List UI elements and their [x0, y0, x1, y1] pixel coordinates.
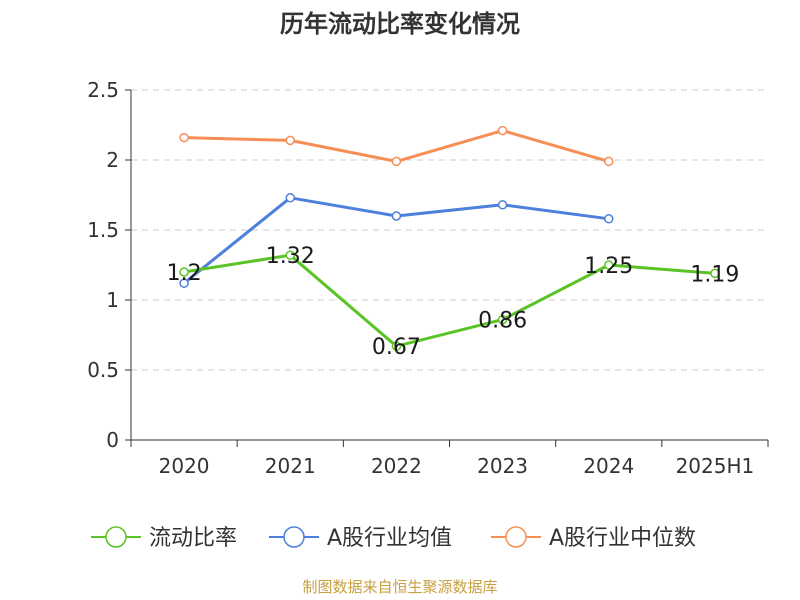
x-tick-label: 2024 — [583, 454, 634, 478]
data-point — [604, 214, 614, 224]
data-point — [285, 193, 295, 203]
x-tick-label: 2020 — [159, 454, 210, 478]
data-label: 0.86 — [478, 309, 527, 334]
y-tick-label: 0.5 — [87, 358, 119, 382]
data-point — [391, 341, 402, 351]
data-point — [497, 314, 508, 325]
x-tick-label: 2022 — [371, 454, 422, 478]
data-point — [497, 200, 508, 210]
data-point — [285, 250, 295, 260]
data-label: 1.25 — [584, 254, 633, 279]
axes: 0 0.5 1 1.5 2 2.5 2020 2021 2022 2023 2024 2025H1 — [87, 78, 769, 478]
grid-lines — [131, 89, 768, 371]
series-layer — [179, 125, 720, 351]
x-tick-label: 2023 — [477, 454, 528, 478]
data-label: 1.2 — [167, 261, 202, 286]
data-point — [391, 156, 402, 167]
data-point — [179, 132, 189, 143]
data-point — [179, 278, 189, 288]
legend-label: A股行业均值 — [327, 526, 452, 551]
legend[interactable]: 流动比率 A股行业均值 A股行业中位数 — [91, 526, 696, 551]
series-line-1 — [183, 196, 609, 285]
series-line-0 — [183, 253, 716, 348]
y-tick-label: 0 — [106, 428, 119, 452]
data-label: 0.67 — [372, 335, 421, 360]
y-tick-label: 1.5 — [87, 218, 119, 242]
legend-item-1[interactable]: A股行业均值 — [269, 526, 452, 551]
legend-item-2[interactable]: A股行业中位数 — [491, 526, 696, 551]
data-point — [391, 211, 402, 221]
source-note: 制图数据来自恒生聚源数据库 — [302, 578, 498, 596]
y-tick-label: 2.5 — [87, 78, 119, 102]
legend-label: 流动比率 — [149, 526, 237, 551]
y-tick-label: 1 — [106, 288, 119, 312]
data-point — [710, 268, 720, 279]
data-point — [497, 125, 508, 136]
data-labels: 1.2 1.32 0.67 0.86 1.25 1.19 — [167, 244, 740, 360]
legend-marker — [105, 526, 127, 548]
legend-item-0[interactable]: 流动比率 — [91, 526, 237, 551]
x-tick-label: 2021 — [265, 454, 316, 478]
data-point — [285, 135, 295, 146]
chart-title: 历年流动比率变化情况 — [280, 10, 520, 38]
legend-marker — [283, 526, 305, 548]
y-tick-label: 2 — [106, 148, 119, 172]
data-point — [604, 156, 614, 167]
legend-marker — [505, 526, 527, 548]
data-label: 1.32 — [266, 244, 315, 269]
data-point — [179, 267, 189, 277]
data-label: 1.19 — [690, 262, 739, 287]
legend-label: A股行业中位数 — [549, 526, 696, 551]
data-point — [604, 260, 614, 270]
x-tick-label: 2025H1 — [676, 454, 755, 478]
